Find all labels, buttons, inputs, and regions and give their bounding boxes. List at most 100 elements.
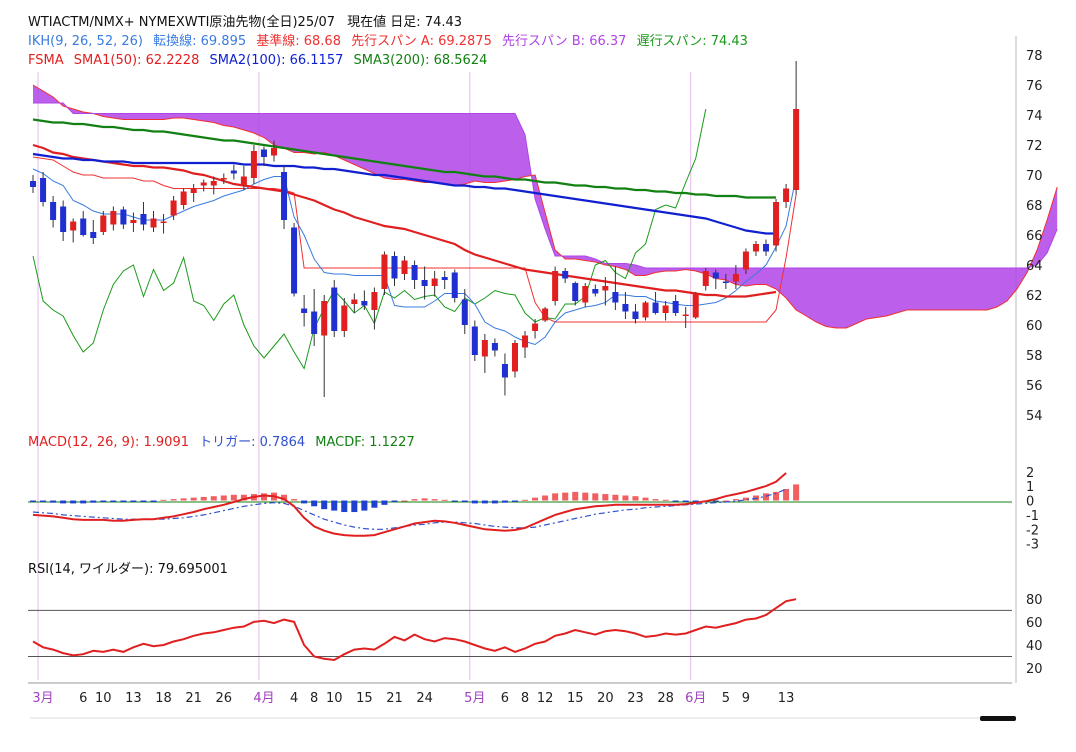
macdf-bar	[50, 500, 57, 503]
candle-body	[421, 280, 428, 286]
macdf-bar	[532, 497, 539, 501]
candle-body	[190, 188, 197, 193]
x-day-label: 6	[79, 691, 87, 706]
candlesticks	[30, 61, 800, 397]
header-line-ikh: IKH(9, 26, 52, 26) 転換線: 69.895 基準線: 68.6…	[28, 33, 748, 49]
macd-line	[32, 472, 787, 537]
sma100-line	[32, 152, 776, 235]
candle	[150, 211, 157, 232]
candle-body	[712, 272, 719, 279]
macdf-bar	[441, 499, 448, 501]
x-day-label: 10	[95, 691, 112, 706]
candle-body	[632, 311, 639, 319]
macdf-bar	[100, 500, 107, 502]
macdf-bar	[401, 500, 408, 502]
macd-panel	[30, 472, 800, 537]
candle-body	[371, 292, 378, 310]
macdf-bar	[562, 492, 569, 501]
candle-body	[572, 283, 579, 301]
macdf-bar	[381, 500, 388, 505]
macdf-bar	[783, 489, 790, 501]
candle-body	[602, 286, 609, 291]
candle-body	[461, 299, 468, 325]
rsi-tick-label: 60	[1026, 616, 1043, 631]
candle-body	[722, 281, 729, 283]
macdf-bar	[662, 499, 669, 501]
candle-body	[592, 289, 599, 294]
candle	[411, 260, 418, 289]
x-month-label: 3月	[32, 691, 53, 706]
ikh-tenkan: 転換線: 69.895	[153, 33, 246, 49]
candle	[391, 251, 398, 286]
macdf-bar	[682, 500, 689, 502]
price-tick-label: 72	[1026, 139, 1043, 154]
macd-tick-label: -2	[1026, 523, 1039, 538]
candle	[742, 248, 749, 274]
candle-body	[220, 178, 227, 180]
price-tick-label: 54	[1026, 409, 1043, 424]
candle	[30, 175, 37, 193]
x-day-label: 21	[386, 691, 403, 706]
macd-tick-label: 1	[1026, 480, 1034, 495]
candle-body	[662, 305, 669, 313]
y-axis-labels: 54 56 58 60 62 64 66 68 70 72 74 76 78 210-1-2-3 80 60 4…	[1026, 49, 1043, 677]
candle	[341, 298, 348, 337]
candle	[431, 271, 438, 297]
candle	[712, 269, 719, 289]
macdf-bar	[552, 493, 559, 501]
macdf-bar	[712, 500, 719, 502]
chikou-line	[32, 108, 707, 370]
candle-body	[431, 278, 438, 286]
x-month-label: 5月	[464, 691, 485, 706]
candle-body	[612, 292, 619, 303]
macdf-bar	[291, 499, 298, 501]
candle-body	[60, 206, 67, 232]
candle-body	[311, 311, 318, 334]
candle-body	[180, 191, 187, 205]
candle	[441, 271, 448, 289]
cloud-fill	[33, 85, 1058, 328]
candle-body	[291, 227, 298, 294]
scroll-handle[interactable]	[980, 716, 1016, 721]
candle-body	[732, 274, 739, 282]
candle	[602, 277, 609, 306]
x-month-label: 4月	[253, 691, 274, 706]
candle	[662, 301, 669, 321]
macdf-bar	[180, 498, 187, 501]
macdf-bar	[421, 498, 428, 501]
candle	[190, 184, 197, 202]
candle	[260, 146, 267, 166]
candle	[311, 289, 318, 346]
x-day-label: 15	[567, 691, 584, 706]
tenkan-line	[32, 168, 797, 346]
macdf-bar	[511, 500, 518, 502]
candle-body	[451, 272, 458, 298]
candle-body	[682, 314, 689, 316]
candle-body	[100, 215, 107, 232]
candle	[793, 61, 800, 195]
sma50-line	[32, 143, 777, 298]
candle-body	[702, 271, 709, 286]
macdf-bar	[361, 500, 368, 511]
price-tick-label: 78	[1026, 49, 1043, 64]
candle-body	[742, 251, 749, 270]
candle	[702, 268, 709, 291]
candle	[270, 140, 278, 162]
macdf-bar	[321, 500, 328, 510]
macdf-bar	[311, 500, 318, 507]
x-day-label: 5	[722, 691, 730, 706]
candle-body	[30, 181, 37, 187]
candle	[692, 292, 699, 319]
candle-body	[522, 335, 529, 348]
macdf-bar	[622, 495, 629, 501]
candle	[572, 281, 579, 306]
candle-body	[793, 109, 800, 190]
candle	[90, 220, 97, 244]
macdf-bar	[60, 500, 67, 504]
sma200-line	[32, 118, 776, 199]
macdf-bar	[140, 500, 147, 502]
macdf-bar	[110, 500, 117, 502]
macdf-bar	[230, 494, 237, 501]
macdf-bar	[742, 497, 749, 501]
x-day-label: 13	[778, 691, 795, 706]
